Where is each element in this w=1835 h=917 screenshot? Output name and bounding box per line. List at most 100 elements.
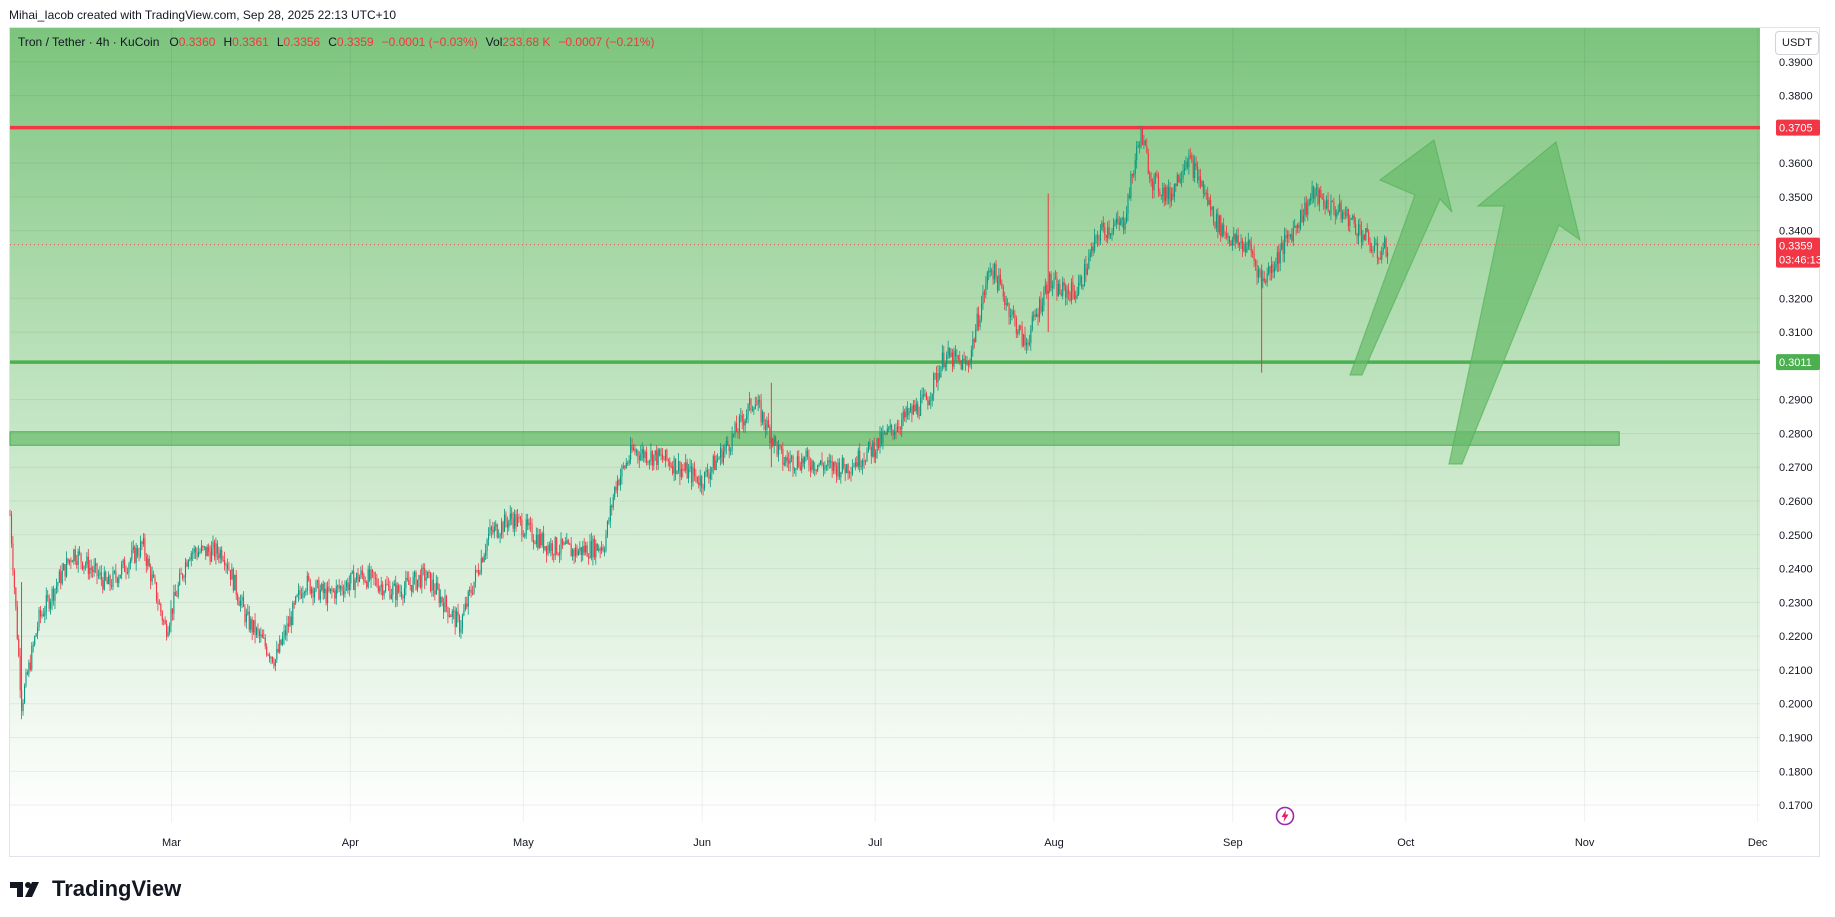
candle-body (231, 568, 233, 580)
candle-body (221, 549, 223, 560)
candle-body (160, 603, 162, 613)
candle-body (256, 628, 258, 636)
candle-body (109, 575, 111, 586)
candle-body (811, 460, 813, 470)
candle-body (582, 546, 584, 556)
candle-body (225, 564, 227, 566)
candle-body (1111, 232, 1113, 234)
candle-body (1349, 218, 1351, 227)
candle-body (573, 549, 575, 557)
candle-body (1218, 215, 1220, 233)
candle-body (111, 585, 113, 587)
candle-body (353, 571, 355, 590)
candle-body (211, 547, 213, 562)
candle-body (1085, 264, 1087, 275)
candle-body (227, 564, 229, 569)
currency-button[interactable]: USDT (1775, 31, 1819, 55)
x-tick-label: Apr (342, 837, 359, 849)
candle-body (300, 593, 303, 598)
candle-body (67, 558, 69, 563)
candle-body (1126, 213, 1128, 223)
candle-body (791, 456, 793, 459)
candle-body (347, 581, 349, 591)
candle-body (60, 571, 62, 584)
candle-body (875, 452, 877, 458)
candle-body (1124, 222, 1126, 230)
x-tick-label: May (513, 837, 534, 849)
candle-body (385, 583, 387, 592)
candle-body (865, 461, 867, 463)
candle-body (837, 462, 839, 477)
candle-body (1297, 224, 1299, 228)
candle-body (1160, 194, 1162, 197)
candle-body (618, 479, 620, 485)
projection-arrow-2[interactable] (1448, 140, 1581, 465)
candle-body (493, 526, 495, 533)
candle-body (538, 533, 540, 548)
x-tick-label: Mar (162, 837, 181, 849)
candle-body (936, 373, 938, 383)
candle-body (1156, 174, 1158, 176)
tradingview-logo[interactable]: TradingView (10, 876, 181, 902)
candle-body (956, 355, 958, 357)
candle-body (73, 549, 75, 562)
candle-body (734, 423, 736, 435)
candle-body (1030, 329, 1032, 343)
candle-body (844, 468, 846, 474)
candle-body (588, 556, 590, 559)
candle-body (1117, 218, 1119, 222)
candle-body (115, 571, 117, 579)
candle-body (737, 432, 739, 434)
candle-body (949, 348, 951, 358)
candle-body (807, 450, 809, 457)
support-zone[interactable] (9, 431, 1620, 446)
high-value: 0.3361 (232, 35, 269, 49)
candle-body (290, 616, 292, 625)
candle-body (921, 394, 923, 399)
candle-body (557, 553, 559, 555)
candle-body (778, 445, 780, 455)
candle-body (923, 394, 925, 396)
candle-body (1033, 314, 1035, 317)
candle-body (1317, 187, 1319, 204)
lightning-icon[interactable] (1275, 806, 1295, 826)
candle-body (1273, 268, 1275, 273)
candle-body (560, 538, 562, 553)
candle-body (634, 448, 636, 453)
candle-body (1372, 249, 1374, 251)
candle-body (503, 514, 506, 532)
candle-body (1194, 162, 1196, 178)
resistance-price-tag-bg (1776, 119, 1820, 136)
candle-body (1184, 167, 1186, 171)
candle-body (1365, 228, 1367, 240)
candle-body (306, 575, 308, 591)
candle-body (521, 519, 523, 536)
candle-body (918, 414, 920, 416)
candle-body (1250, 243, 1252, 252)
candle-body (228, 568, 230, 571)
candle-body (99, 572, 101, 575)
candle-body (680, 468, 682, 477)
candle-body (1340, 202, 1342, 220)
candle-body (382, 584, 384, 596)
candle-body (1336, 212, 1338, 217)
candle-body (689, 466, 691, 469)
projection-arrow-1[interactable] (1349, 138, 1453, 376)
candle-body (1092, 246, 1094, 251)
candle-body (696, 476, 698, 483)
candle-body (822, 465, 825, 470)
candle-body (577, 551, 579, 556)
candle-body (151, 574, 153, 582)
candle-body (954, 350, 956, 357)
candle-body (789, 458, 791, 464)
candle-body (1362, 235, 1364, 243)
candle-body (199, 551, 201, 553)
candle-body (1205, 192, 1207, 194)
candle-body (1159, 191, 1161, 195)
candle-body (350, 573, 352, 584)
candle-body (190, 553, 192, 560)
candle-body (318, 580, 320, 600)
candle-body (9, 514, 11, 516)
candle-body (749, 398, 751, 405)
